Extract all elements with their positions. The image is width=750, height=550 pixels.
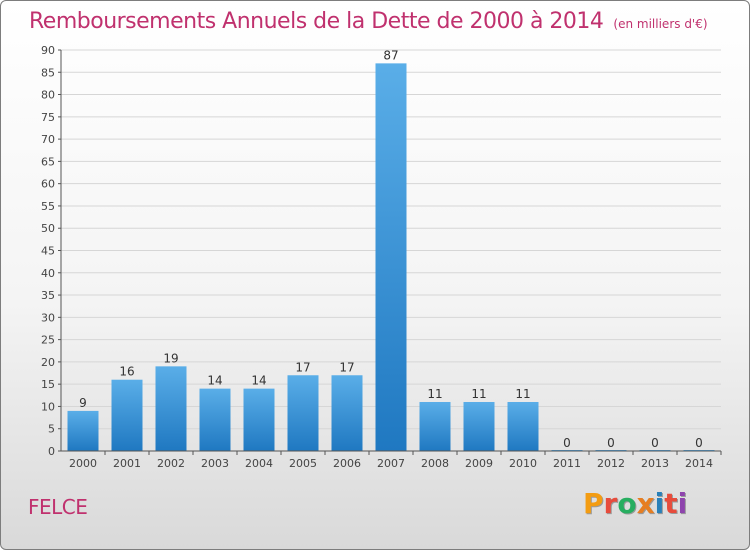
- x-tick-label: 2012: [597, 457, 625, 470]
- value-label-2004: 14: [251, 374, 266, 388]
- value-label-2009: 11: [471, 387, 486, 401]
- y-tick-label: 50: [41, 222, 55, 235]
- y-axis-ticks: 0 5 10 15 20 25 30 35 40 45 50 55 60 65 70 75 80 85 90: [41, 44, 61, 458]
- y-tick-label: 5: [48, 423, 55, 436]
- x-tick-label: 2001: [113, 457, 141, 470]
- bar-2002: [155, 366, 187, 451]
- logo-letter: o: [617, 487, 637, 520]
- y-tick-label: 65: [41, 155, 55, 168]
- value-label-2014: 0: [695, 436, 703, 450]
- value-label-2005: 17: [295, 360, 310, 374]
- y-tick-label: 75: [41, 111, 55, 124]
- bar-2007: [375, 63, 407, 451]
- x-tick-label: 2008: [421, 457, 449, 470]
- proxiti-logo: Proxiti: [583, 487, 687, 520]
- value-label-2003: 14: [207, 374, 222, 388]
- bar-2005: [287, 375, 319, 451]
- x-tick-label: 2014: [685, 457, 713, 470]
- logo-letter: i: [654, 487, 665, 520]
- bar-2006: [331, 375, 363, 451]
- x-tick-label: 2009: [465, 457, 493, 470]
- x-tick-label: 2000: [69, 457, 97, 470]
- y-tick-label: 80: [41, 89, 55, 102]
- y-tick-label: 70: [41, 133, 55, 146]
- y-tick-label: 90: [41, 44, 55, 57]
- y-tick-label: 40: [41, 267, 55, 280]
- bar-2000: [67, 410, 99, 451]
- y-tick-label: 15: [41, 378, 55, 391]
- value-label-2013: 0: [651, 436, 659, 450]
- x-tick-label: 2010: [509, 457, 537, 470]
- logo-letter: P: [583, 487, 604, 520]
- bar-2003: [199, 388, 231, 451]
- bar-2004: [243, 388, 275, 451]
- city-name: FELCE: [28, 495, 88, 519]
- value-label-2002: 19: [163, 351, 178, 365]
- bars: [67, 63, 715, 451]
- title-text: Remboursements Annuels de la Dette de 20…: [29, 9, 604, 34]
- x-tick-label: 2011: [553, 457, 581, 470]
- y-tick-label: 30: [41, 311, 55, 324]
- y-tick-label: 0: [48, 445, 55, 458]
- x-tick-label: 2005: [289, 457, 317, 470]
- x-axis-ticks: 2000 2001 2002 2003 2004 2005 2006 2007 2008 2009…: [69, 451, 722, 470]
- value-label-2010: 11: [515, 387, 530, 401]
- bar-2001: [111, 379, 143, 451]
- bar-2008: [419, 401, 451, 451]
- value-label-2007: 87: [383, 48, 398, 62]
- logo-letter: x: [636, 487, 655, 520]
- value-label-2008: 11: [427, 387, 442, 401]
- x-tick-label: 2006: [333, 457, 361, 470]
- bar-2009: [463, 401, 495, 451]
- x-tick-label: 2003: [201, 457, 229, 470]
- bar-2010: [507, 401, 539, 451]
- x-tick-label: 2013: [641, 457, 669, 470]
- y-tick-label: 20: [41, 356, 55, 369]
- y-tick-label: 25: [41, 334, 55, 347]
- logo-letter: i: [677, 487, 688, 520]
- x-tick-label: 2002: [157, 457, 185, 470]
- y-tick-label: 35: [41, 289, 55, 302]
- axes: [60, 50, 721, 452]
- logo-letter: t: [664, 487, 678, 520]
- y-tick-label: 10: [41, 400, 55, 413]
- value-label-2000: 9: [79, 396, 87, 410]
- y-tick-label: 60: [41, 178, 55, 191]
- chart-subtitle: (en milliers d'€): [613, 17, 708, 31]
- value-labels: 9 16 19 14 14 17 17 87 11 11 11 0 0 0 0: [79, 48, 703, 450]
- x-tick-label: 2004: [245, 457, 273, 470]
- y-tick-label: 55: [41, 200, 55, 213]
- chart-title: Remboursements Annuels de la Dette de 20…: [29, 9, 708, 34]
- value-label-2012: 0: [607, 436, 615, 450]
- y-tick-label: 85: [41, 66, 55, 79]
- value-label-2006: 17: [339, 360, 354, 374]
- x-tick-label: 2007: [377, 457, 405, 470]
- value-label-2001: 16: [119, 365, 134, 379]
- y-tick-label: 45: [41, 245, 55, 258]
- logo-letter: r: [603, 487, 618, 520]
- value-label-2011: 0: [563, 436, 571, 450]
